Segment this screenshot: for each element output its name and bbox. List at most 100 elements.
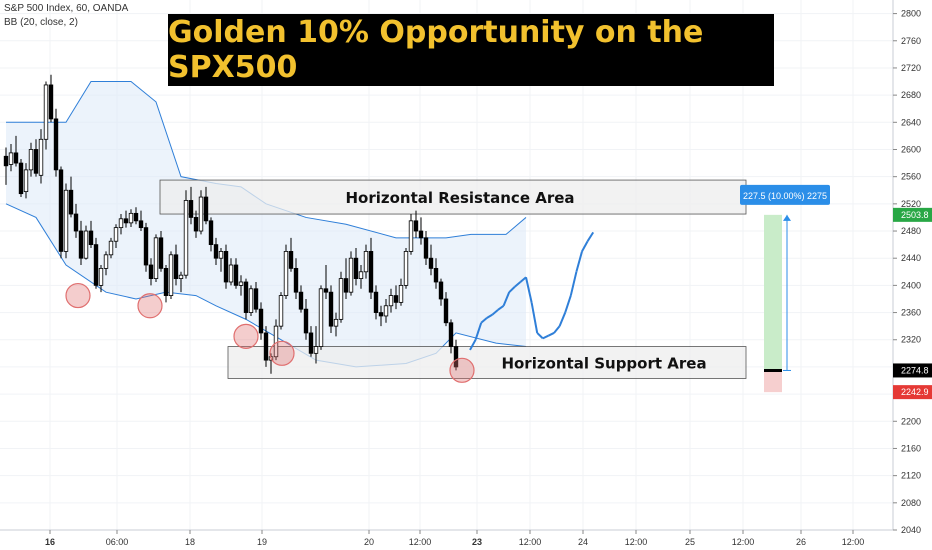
price-tick-label: 2480 xyxy=(901,226,921,236)
price-tick-label: 2200 xyxy=(901,416,921,426)
projection-segment xyxy=(547,332,555,337)
candle xyxy=(433,258,439,289)
candle xyxy=(173,244,179,286)
candle xyxy=(83,225,89,260)
candle xyxy=(398,278,404,306)
time-tick-label: 12:00 xyxy=(409,537,432,547)
circled-low xyxy=(65,282,91,309)
candle-body xyxy=(28,149,34,171)
candle xyxy=(223,244,229,289)
candle-body xyxy=(378,312,384,317)
candle xyxy=(393,285,399,310)
candle-body xyxy=(288,251,294,269)
time-tick-label: 23 xyxy=(472,537,482,547)
time-tick-label: 12:00 xyxy=(625,537,648,547)
candle-body xyxy=(283,251,289,296)
projection-path xyxy=(469,231,595,351)
candle xyxy=(448,319,454,354)
candle-body xyxy=(218,251,224,259)
candle-body xyxy=(118,218,124,229)
candle-body xyxy=(203,196,209,222)
candle xyxy=(438,278,444,306)
candle-body xyxy=(328,291,334,327)
measure-arrowhead xyxy=(783,214,791,221)
candle-body xyxy=(138,220,144,229)
candle-body xyxy=(278,295,284,327)
long-position-tool[interactable]: 227.5 (10.00%) 2275 xyxy=(740,184,830,393)
candle xyxy=(43,81,49,150)
candle-body xyxy=(398,284,404,303)
candle xyxy=(168,251,174,299)
candle xyxy=(3,147,9,185)
candle-body xyxy=(128,212,134,224)
circled-lows xyxy=(65,282,475,383)
candle xyxy=(138,210,144,232)
candle xyxy=(203,186,209,225)
candle-body xyxy=(248,288,254,313)
price-tick-label: 2360 xyxy=(901,308,921,318)
time-tick-label: 12:00 xyxy=(842,537,865,547)
candle-body xyxy=(253,288,259,310)
candle-body xyxy=(3,155,9,167)
chart-title: Golden 10% Opportunity on the SPX500 xyxy=(168,14,774,86)
candle xyxy=(298,285,304,313)
candle-body xyxy=(173,254,179,279)
candle xyxy=(118,214,124,235)
candle xyxy=(28,142,34,177)
candle-body xyxy=(303,308,309,334)
zones-layer: Horizontal Resistance Area Horizontal Sup… xyxy=(159,179,747,379)
candle-body xyxy=(348,257,354,293)
candle xyxy=(378,305,384,327)
candle xyxy=(288,237,294,272)
candle-body xyxy=(448,322,454,347)
candle-body xyxy=(73,213,79,232)
candle-body xyxy=(163,267,169,296)
candle-body xyxy=(403,251,409,286)
candle-body xyxy=(38,138,44,176)
circled-low xyxy=(137,293,163,319)
candle-body xyxy=(238,281,244,286)
candle xyxy=(443,292,449,327)
candle xyxy=(53,108,59,177)
price-tick-label: 2160 xyxy=(901,443,921,453)
candle xyxy=(263,326,269,367)
candle-body xyxy=(308,332,314,354)
candle xyxy=(348,251,354,296)
candle xyxy=(73,203,79,238)
candle xyxy=(128,209,134,227)
candle-body xyxy=(13,152,19,164)
candle-body xyxy=(438,281,444,300)
candle-body xyxy=(63,189,69,252)
candle-body xyxy=(98,267,104,286)
projection-segment xyxy=(474,322,483,341)
candle-body xyxy=(318,288,324,347)
candle xyxy=(303,298,309,340)
candle xyxy=(258,302,264,340)
candle-body xyxy=(358,271,364,279)
candlestick-series xyxy=(3,74,459,374)
time-tick-label: 26 xyxy=(796,537,806,547)
candle-body xyxy=(338,278,344,320)
candle-body xyxy=(243,281,249,313)
projection-segment xyxy=(486,313,493,319)
candle-body xyxy=(213,244,219,259)
candle-body xyxy=(298,291,304,310)
candle xyxy=(383,298,389,323)
candle-body xyxy=(133,212,139,222)
candle-body xyxy=(228,264,234,283)
candle xyxy=(68,176,74,218)
candle xyxy=(453,339,459,371)
candle xyxy=(153,234,159,282)
candle-body xyxy=(428,257,434,269)
price-tick-label: 2080 xyxy=(901,498,921,508)
candle xyxy=(58,166,64,259)
projection-segment xyxy=(469,339,477,351)
candle-body xyxy=(53,118,59,171)
candle-body xyxy=(373,291,379,313)
price-tick-label: 2760 xyxy=(901,36,921,46)
candle xyxy=(88,220,94,249)
candle xyxy=(123,210,129,228)
candle xyxy=(78,220,84,265)
